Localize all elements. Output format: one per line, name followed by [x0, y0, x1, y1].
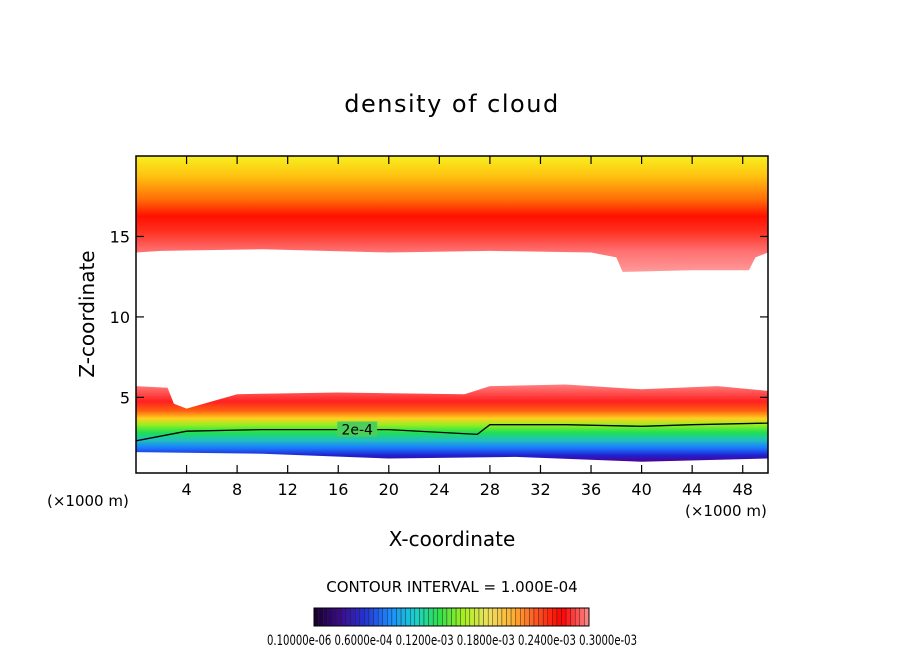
- colorbar-swatch: [419, 607, 425, 627]
- colorbar-swatch: [561, 607, 567, 627]
- colorbar-swatch: [359, 607, 365, 627]
- colorbar-swatch: [584, 607, 590, 627]
- colorbar-swatch: [442, 607, 448, 627]
- contour-label: 2e-4: [341, 423, 373, 439]
- x-axis-unit-right: (×1000 m): [685, 502, 767, 520]
- colorbar-swatch: [547, 607, 553, 627]
- colorbar-swatch: [465, 607, 471, 627]
- colorbar-swatch: [396, 607, 402, 627]
- colorbar-swatch: [322, 607, 328, 627]
- colorbar-swatch: [364, 607, 370, 627]
- colorbar-swatch: [410, 607, 416, 627]
- colorbar-frame: [313, 607, 590, 627]
- colorbar-swatch: [510, 607, 516, 627]
- colorbar-swatch: [423, 607, 429, 627]
- x-tick-label: 24: [429, 480, 449, 499]
- colorbar-swatch: [373, 607, 379, 627]
- colorbar-swatch: [565, 607, 571, 627]
- lower-cloud-layer: [136, 384, 768, 462]
- colorbar-swatch: [515, 607, 521, 627]
- colorbar-swatch: [469, 607, 475, 627]
- colorbar-swatch: [400, 607, 406, 627]
- contour-line-2e-4: [136, 422, 768, 442]
- colorbar-swatch: [497, 607, 503, 627]
- y-axis-ticks: 5 10 15: [110, 227, 768, 407]
- colorbar-swatch: [506, 607, 512, 627]
- x-axis-unit-left: (×1000 m): [47, 492, 129, 510]
- x-tick-label: 32: [530, 480, 550, 499]
- colorbar-swatch: [327, 607, 333, 627]
- colorbar-swatch: [428, 607, 434, 627]
- colorbar-swatch: [575, 607, 581, 627]
- x-tick-label: 12: [278, 480, 298, 499]
- x-tick-label: 20: [379, 480, 399, 499]
- colorbar-labels: 0.10000e-06 0.6000e-04 0.1200e-03 0.1800…: [267, 633, 637, 649]
- colorbar-swatch: [387, 607, 393, 627]
- y-tick-label: 5: [120, 388, 130, 407]
- colorbar-swatch: [455, 607, 461, 627]
- x-tick-label: 4: [181, 480, 191, 499]
- contour-label-background: [337, 421, 378, 437]
- colorbar-swatch: [414, 607, 420, 627]
- colorbar-swatch: [529, 607, 535, 627]
- colorbar-swatch: [552, 607, 558, 627]
- colorbar-swatch: [332, 607, 338, 627]
- colorbar-swatch: [570, 607, 576, 627]
- x-tick-label: 48: [733, 480, 753, 499]
- colorbar-swatch: [487, 607, 493, 627]
- colorbar-swatch: [368, 607, 374, 627]
- y-tick-label: 15: [110, 227, 130, 246]
- plot-frame: [135, 155, 769, 474]
- x-axis-title: X-coordinate: [389, 527, 516, 551]
- x-tick-label: 40: [631, 480, 651, 499]
- colorbar-swatch: [391, 607, 397, 627]
- colorbar-swatch: [451, 607, 457, 627]
- colorbar-swatch: [520, 607, 526, 627]
- x-tick-label: 16: [328, 480, 348, 499]
- colorbar-swatch: [542, 607, 548, 627]
- colorbar-swatch: [355, 607, 361, 627]
- x-tick-label: 44: [682, 480, 702, 499]
- x-tick-label: 36: [581, 480, 601, 499]
- colorbar-swatch: [341, 607, 347, 627]
- colorbar-swatch: [533, 607, 539, 627]
- contour-interval: CONTOUR INTERVAL = 1.000E-04: [326, 578, 577, 596]
- x-tick-label: 8: [232, 480, 242, 499]
- x-tick-label: 28: [480, 480, 500, 499]
- colorbar-swatch: [350, 607, 356, 627]
- colorbar-swatch: [538, 607, 544, 627]
- colorbar-swatch: [336, 607, 342, 627]
- colorbar-swatch: [460, 607, 466, 627]
- x-axis-ticks: 4 8 12 16 20 24 28 32 36 40 44 48: [181, 156, 753, 499]
- colorbar-swatch: [313, 607, 319, 627]
- colorbar-swatch: [501, 607, 507, 627]
- chart-title: density of cloud: [344, 90, 559, 118]
- colorbar-swatch: [492, 607, 498, 627]
- colorbar-swatch: [318, 607, 324, 627]
- colorbar-swatch: [524, 607, 530, 627]
- colorbar-swatch: [432, 607, 438, 627]
- colorbar-swatch: [405, 607, 411, 627]
- colorbar-swatch: [446, 607, 452, 627]
- colorbar-swatch: [483, 607, 489, 627]
- y-axis-title: Z-coordinate: [75, 250, 99, 377]
- colorbar-swatch: [382, 607, 388, 627]
- plot-area: 2e-4: [136, 156, 768, 462]
- colorbar-swatch: [474, 607, 480, 627]
- colorbar-swatch: [556, 607, 562, 627]
- colorbar-swatch: [345, 607, 351, 627]
- y-tick-label: 10: [110, 308, 130, 327]
- colorbar-swatch: [579, 607, 585, 627]
- colorbar: [313, 607, 590, 627]
- colorbar-swatch: [478, 607, 484, 627]
- colorbar-swatch: [377, 607, 383, 627]
- colorbar-swatch: [437, 607, 443, 627]
- upper-cloud-layer: [136, 156, 768, 272]
